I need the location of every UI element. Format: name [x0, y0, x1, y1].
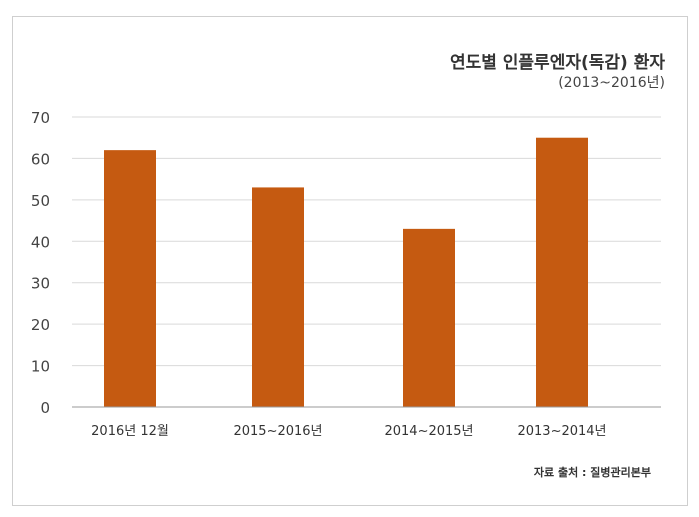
bars: [104, 137, 588, 407]
y-tick-label: 0: [40, 399, 50, 417]
y-tick-label: 60: [31, 150, 50, 168]
y-tick-label: 20: [31, 316, 50, 334]
bar: [403, 228, 455, 407]
y-tick-label: 40: [31, 233, 50, 251]
x-tick-label: 2013~2014년: [517, 424, 606, 439]
chart-title: 연도별 인플루엔자(독감) 환자: [449, 53, 665, 73]
x-tick-label: 2015~2016년: [233, 424, 322, 439]
y-axis-ticks: 0 10 20 30 40 50 60 70: [31, 109, 50, 417]
x-tick-label: 2016년 12월: [91, 424, 169, 439]
source-note: 자료 출처 : 질병관리본부: [533, 466, 651, 479]
y-tick-label: 50: [31, 192, 50, 210]
chart-subtitle: (2013~2016년): [558, 75, 665, 91]
x-axis-labels: 2016년 12월 2015~2016년 2014~2015년 2013~2014년: [91, 424, 606, 439]
y-tick-label: 70: [31, 109, 50, 127]
y-tick-label: 10: [31, 358, 50, 376]
x-tick-label: 2014~2015년: [384, 424, 473, 439]
bar: [536, 137, 588, 407]
bar: [104, 150, 156, 407]
y-tick-label: 30: [31, 275, 50, 293]
bar: [252, 187, 304, 407]
